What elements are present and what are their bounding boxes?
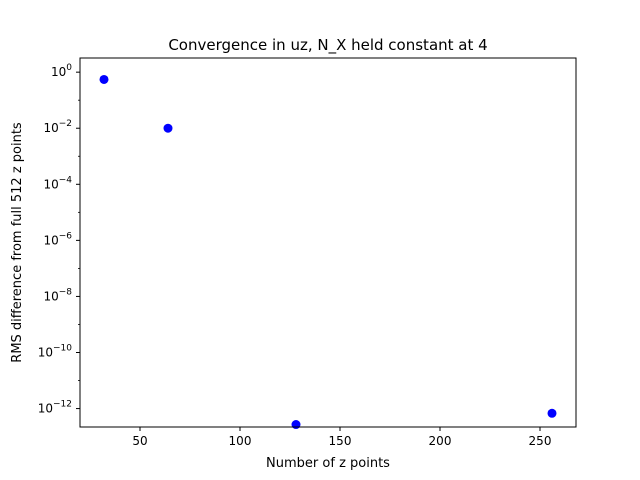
- y-tick-label: 10−10: [38, 343, 73, 359]
- data-point: [547, 408, 557, 418]
- y-tick-label: 10−2: [43, 119, 72, 135]
- data-point: [163, 123, 173, 133]
- x-tick-label: 50: [132, 434, 147, 448]
- chart-title: Convergence in uz, N_X held constant at …: [168, 36, 487, 55]
- y-tick-label: 10−8: [43, 287, 72, 303]
- y-axis-label: RMS difference from full 512 z points: [10, 122, 25, 363]
- y-tick-label: 10−6: [43, 231, 72, 247]
- x-axis-label: Number of z points: [266, 456, 390, 471]
- x-tick-label: 250: [529, 434, 552, 448]
- data-points: [99, 74, 557, 430]
- data-point: [99, 74, 109, 84]
- y-tick-label: 100: [51, 63, 72, 79]
- axis-ticks: 50 100 150 200 250 100 10−2 10−4 10−6 10−8 10−10 10…: [38, 63, 552, 448]
- x-tick-label: 200: [429, 434, 452, 448]
- plot-area-frame: [79, 57, 577, 428]
- data-point: [291, 420, 301, 430]
- y-tick-label: 10−4: [43, 175, 72, 191]
- y-tick-label: 10−12: [38, 400, 72, 416]
- x-tick-label: 150: [329, 434, 352, 448]
- x-tick-label: 100: [229, 434, 252, 448]
